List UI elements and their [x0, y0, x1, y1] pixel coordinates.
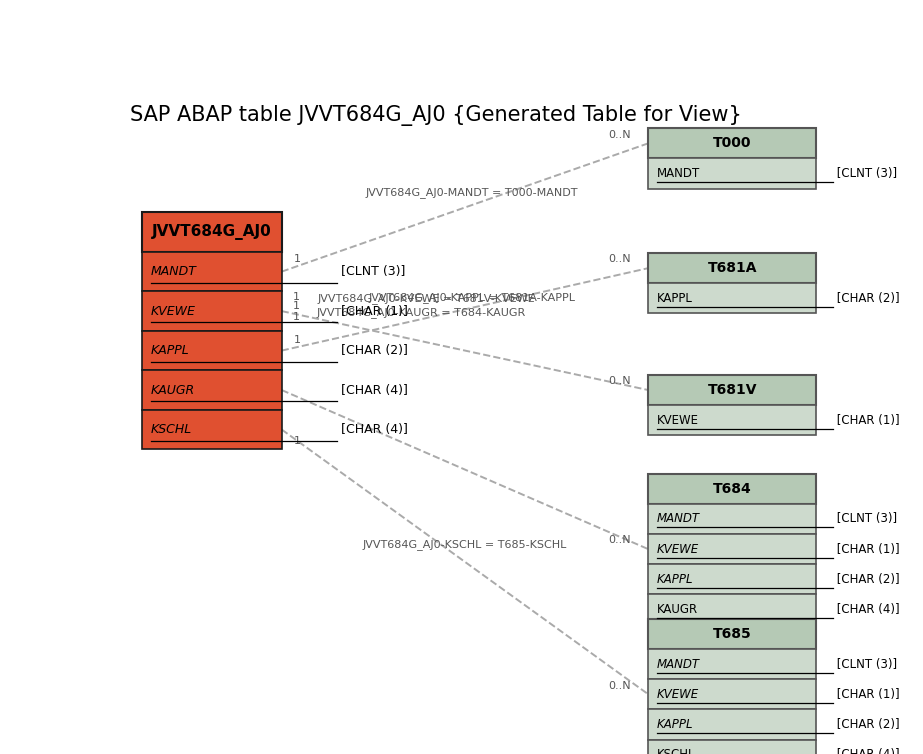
- Bar: [142, 252, 282, 291]
- Bar: [648, 740, 816, 754]
- Text: 1: 1: [293, 312, 299, 322]
- Text: MANDT: MANDT: [657, 513, 700, 526]
- Text: 0..N: 0..N: [607, 130, 630, 139]
- Bar: [648, 564, 816, 594]
- Text: T685: T685: [713, 627, 751, 641]
- Bar: [648, 534, 816, 564]
- Text: KVEWE: KVEWE: [657, 414, 699, 427]
- Text: 0..N: 0..N: [607, 535, 630, 545]
- Text: T684: T684: [713, 482, 751, 496]
- Text: T681A: T681A: [708, 261, 757, 275]
- Bar: [648, 679, 816, 710]
- Bar: [648, 253, 816, 284]
- Bar: [648, 710, 816, 740]
- Bar: [142, 291, 282, 331]
- Bar: [648, 405, 816, 435]
- Text: MANDT: MANDT: [150, 265, 197, 278]
- Text: [CHAR (4)]: [CHAR (4)]: [833, 603, 900, 616]
- Text: [CHAR (1)]: [CHAR (1)]: [833, 543, 900, 556]
- Text: KAPPL: KAPPL: [657, 573, 693, 586]
- Text: SAP ABAP table JVVT684G_AJ0 {Generated Table for View}: SAP ABAP table JVVT684G_AJ0 {Generated T…: [129, 105, 741, 126]
- Bar: [648, 619, 816, 649]
- Bar: [648, 649, 816, 679]
- Bar: [648, 158, 816, 188]
- Text: 1: 1: [294, 335, 301, 345]
- Text: [CHAR (4)]: [CHAR (4)]: [338, 423, 408, 436]
- Text: KAPPL: KAPPL: [657, 292, 693, 305]
- Text: T681V: T681V: [708, 383, 757, 397]
- Text: 1: 1: [293, 302, 299, 311]
- Text: MANDT: MANDT: [657, 167, 701, 180]
- Text: T000: T000: [713, 136, 751, 150]
- Bar: [142, 331, 282, 370]
- Text: 0..N: 0..N: [607, 376, 630, 386]
- Text: 1: 1: [294, 436, 301, 446]
- Text: [CHAR (1)]: [CHAR (1)]: [338, 305, 408, 317]
- Text: [CHAR (4)]: [CHAR (4)]: [833, 748, 900, 754]
- Text: KSCHL: KSCHL: [657, 748, 695, 754]
- Text: [CLNT (3)]: [CLNT (3)]: [338, 265, 406, 278]
- Text: [CHAR (2)]: [CHAR (2)]: [338, 344, 408, 357]
- Text: KVEWE: KVEWE: [657, 543, 699, 556]
- Text: [CLNT (3)]: [CLNT (3)]: [833, 167, 897, 180]
- Text: [CHAR (2)]: [CHAR (2)]: [833, 718, 900, 731]
- Bar: [142, 410, 282, 449]
- Text: [CHAR (2)]: [CHAR (2)]: [833, 573, 900, 586]
- Text: [CHAR (1)]: [CHAR (1)]: [833, 688, 900, 700]
- Text: KAPPL: KAPPL: [657, 718, 693, 731]
- Text: KVEWE: KVEWE: [150, 305, 196, 317]
- Text: JVVT684G_AJ0-KSCHL = T685-KSCHL: JVVT684G_AJ0-KSCHL = T685-KSCHL: [363, 539, 567, 550]
- Text: [CHAR (2)]: [CHAR (2)]: [833, 292, 900, 305]
- Text: [CHAR (4)]: [CHAR (4)]: [338, 384, 408, 397]
- Bar: [142, 370, 282, 410]
- Text: KSCHL: KSCHL: [150, 423, 192, 436]
- Text: KVEWE: KVEWE: [657, 688, 699, 700]
- Text: [CHAR (1)]: [CHAR (1)]: [833, 414, 900, 427]
- Text: KAUGR: KAUGR: [150, 384, 195, 397]
- Text: [CLNT (3)]: [CLNT (3)]: [833, 513, 897, 526]
- Text: 0..N: 0..N: [607, 681, 630, 691]
- Text: 1: 1: [294, 254, 301, 264]
- Text: JVVT684G_AJ0-KAUGR = T684-KAUGR: JVVT684G_AJ0-KAUGR = T684-KAUGR: [317, 307, 526, 317]
- Bar: [648, 594, 816, 624]
- Text: KAPPL: KAPPL: [150, 344, 189, 357]
- Text: 1: 1: [293, 292, 299, 302]
- Bar: [648, 284, 816, 314]
- Text: 0..N: 0..N: [607, 254, 630, 265]
- Text: JVVT684G_AJ0-KAPPL = T681A-KAPPL: JVVT684G_AJ0-KAPPL = T681A-KAPPL: [368, 293, 576, 303]
- Text: KAUGR: KAUGR: [657, 603, 698, 616]
- Text: [CLNT (3)]: [CLNT (3)]: [833, 657, 897, 670]
- Text: JVVT684G_AJ0: JVVT684G_AJ0: [152, 224, 271, 240]
- Text: JVVT684G_AJ0-KVEWE = T681V-KVEWE: JVVT684G_AJ0-KVEWE = T681V-KVEWE: [318, 293, 535, 304]
- Text: MANDT: MANDT: [657, 657, 700, 670]
- Text: JVVT684G_AJ0-MANDT = T000-MANDT: JVVT684G_AJ0-MANDT = T000-MANDT: [366, 188, 579, 198]
- Bar: [648, 375, 816, 405]
- Bar: [648, 128, 816, 158]
- Bar: [648, 504, 816, 534]
- Bar: [142, 213, 282, 252]
- Bar: [648, 474, 816, 504]
